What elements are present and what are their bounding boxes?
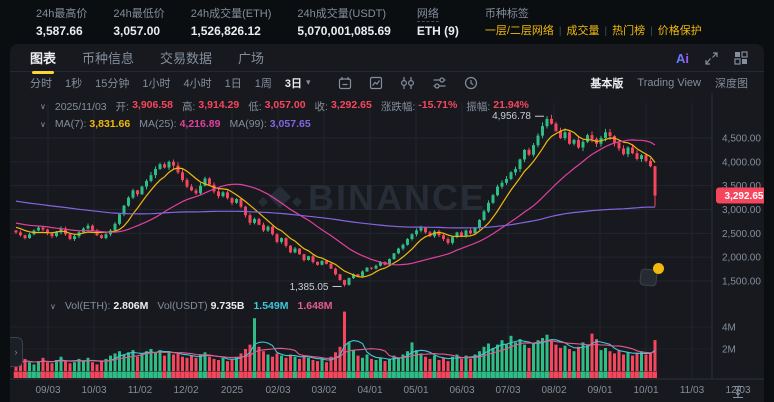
ai-icon[interactable]: Ai [676,50,689,66]
svg-text:04/01: 04/01 [357,385,382,396]
svg-text:BINANCE: BINANCE [308,177,486,218]
svg-text:3,500.00: 3,500.00 [722,181,761,192]
legend-date: 2025/11/03 [54,100,107,113]
candlestick-chart[interactable]: BINANCE 4,956.78 1,385.05 4,500.00 4,000.00 3… [10,93,764,402]
svg-text:2M: 2M [722,345,736,356]
svg-text:3,000.00: 3,000.00 [722,205,761,216]
svg-text:12/02: 12/02 [173,385,198,396]
svg-text:09/01: 09/01 [587,385,612,396]
tab-chart[interactable]: 图表 [30,48,56,67]
stat-network[interactable]: 网络 ETH (9) [416,8,459,38]
stat-24h-volume-usdt: 24h成交量(USDT) 5,070,001,085.69 [297,8,391,38]
svg-text:2025: 2025 [221,385,244,396]
interval-toolbar: 分时 1秒 15分钟 1小时 4小时 1日 1周 3日 ▾ [10,72,764,93]
collapse-chevron-icon[interactable]: ∨ [50,301,56,311]
chart-panel: 图表 币种信息 交易数据 广场 Ai 分时 1秒 15分钟 1小时 4小时 1日… [10,44,764,402]
svg-text:4M: 4M [722,323,736,334]
svg-text:03/02: 03/02 [311,385,336,396]
view-tradingview[interactable]: Trading View [637,76,701,89]
chevron-right-icon: › [14,347,18,357]
svg-text:11/03: 11/03 [680,385,705,396]
tag-link-hot[interactable]: 热门榜 [612,25,646,37]
interval-4h[interactable]: 4小时 [183,77,212,90]
interval-1s[interactable]: 1秒 [65,77,83,90]
tag-link-price-protect[interactable]: 价格保护 [657,25,702,37]
tag-link-l1l2[interactable]: 一层/二层网络 [484,25,554,37]
svg-text:10/03: 10/03 [81,385,106,396]
interval-1w[interactable]: 1周 [254,77,272,90]
view-basic[interactable]: 基本版 [590,77,624,90]
tab-square[interactable]: 广场 [238,51,265,66]
svg-text:02/03: 02/03 [265,385,290,396]
clock-icon[interactable] [464,76,478,90]
stat-24h-volume-eth: 24h成交量(ETH) 1,526,826.12 [190,8,272,38]
emoji-widget[interactable] [639,263,664,287]
svg-text:3,292.65: 3,292.65 [725,191,764,202]
collapse-chevron-icon[interactable]: ∨ [40,119,46,129]
stat-24h-low: 24h最低价 3,057.00 [113,8,165,38]
stat-24h-high: 24h最高价 3,587.66 [36,8,88,38]
ma-legend: ∨ MA(7): 3,831.66 MA(25): 4,216.89 MA(99):… [40,118,311,130]
tab-trading-data[interactable]: 交易数据 [160,51,213,66]
top-stats-bar: 24h最高价 3,587.66 24h最低价 3,057.00 24h成交量(E… [0,0,774,44]
settings-sliders-icon[interactable] [432,76,447,90]
svg-text:1,500.00: 1,500.00 [722,277,761,288]
indicators-icon[interactable] [400,76,415,90]
chart-style-icon[interactable] [338,76,352,90]
notification-dot [653,263,664,274]
chevron-down-icon[interactable]: ▾ [306,77,311,87]
layout-grid-icon[interactable] [734,51,748,65]
stat-token-tags: 币种标签 一层/二层网络 | 成交量 | 热门榜 | 价格保护 [485,7,702,40]
svg-text:1,385.05: 1,385.05 [290,282,329,293]
interval-15m[interactable]: 15分钟 [95,77,130,90]
svg-text:07/03: 07/03 [495,385,520,396]
tab-bar: 图表 币种信息 交易数据 广场 Ai [10,44,764,72]
view-depth[interactable]: 深度图 [715,77,748,90]
svg-text:4,956.78: 4,956.78 [492,111,531,122]
svg-text:10/01: 10/01 [633,385,658,396]
interval-1h[interactable]: 1小时 [142,77,171,90]
svg-text:05/01: 05/01 [403,385,428,396]
svg-text:06/03: 06/03 [449,385,474,396]
svg-text:2,500.00: 2,500.00 [722,229,761,240]
axis-scale-icon[interactable] [730,385,746,399]
ohlc-legend: ∨ 2025/11/03 开: 3,906.58 高: 3,914.29 低: 3,0… [40,99,529,113]
svg-text:4,000.00: 4,000.00 [722,157,761,168]
svg-text:4,500.00: 4,500.00 [722,134,761,145]
svg-text:09/03: 09/03 [35,385,60,396]
svg-text:2,000.00: 2,000.00 [722,253,761,264]
collapse-chevron-icon[interactable]: ∨ [40,102,46,111]
volume-legend: ∨ Vol(ETH): 2.806M Vol(USDT) 9.735B 1.549M… [50,300,333,312]
interval-3d-selected[interactable]: 3日 [284,77,302,90]
interval-time[interactable]: 分时 [30,77,52,90]
tab-coin-info[interactable]: 币种信息 [82,51,135,66]
svg-text:11/02: 11/02 [128,385,153,396]
line-chart-icon[interactable] [369,76,383,90]
tag-link-volume[interactable]: 成交量 [566,25,600,37]
expand-icon[interactable] [705,51,718,65]
interval-1d[interactable]: 1日 [224,77,242,90]
expand-panel-handle[interactable]: › [10,337,23,367]
svg-text:08/02: 08/02 [541,385,566,396]
chart-canvas[interactable]: BINANCE 4,956.78 1,385.05 4,500.00 4,000.00 3… [10,93,764,402]
